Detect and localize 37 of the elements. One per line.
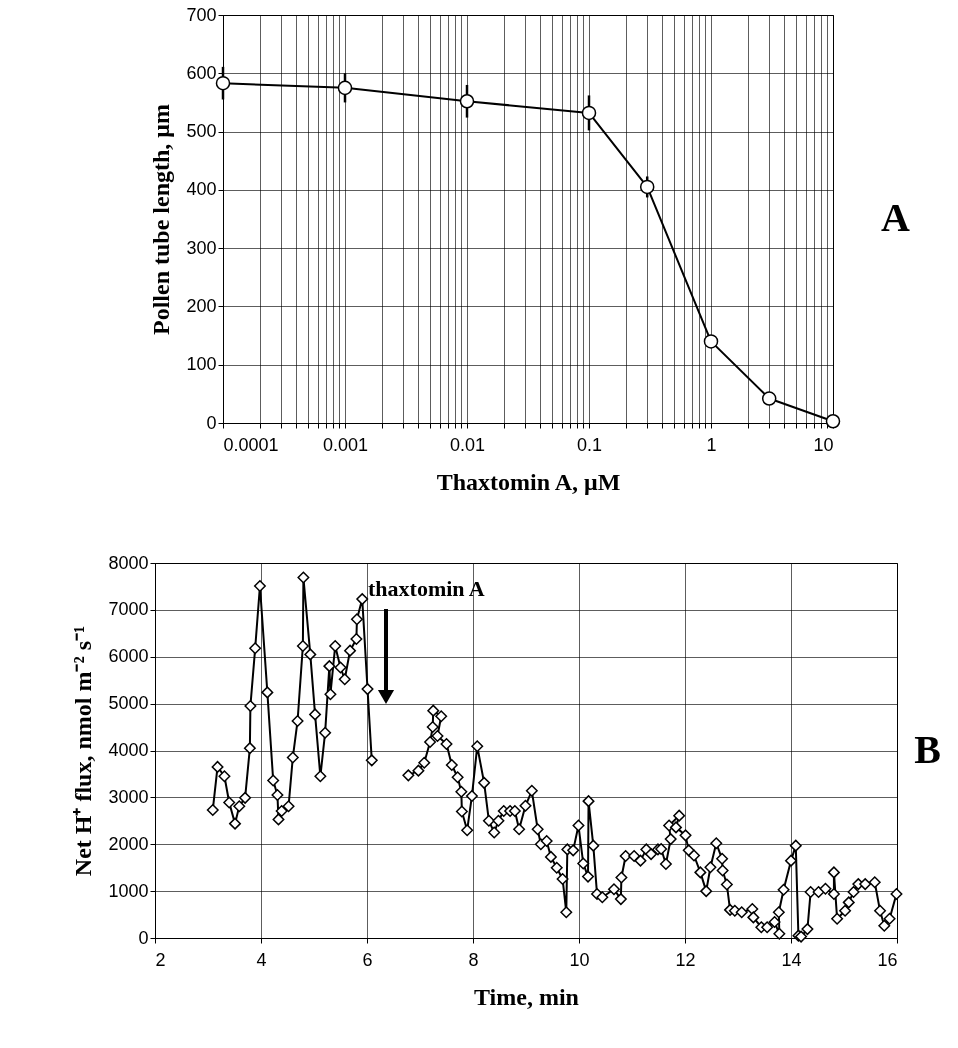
x-tick-label: 12 xyxy=(675,949,696,970)
x-axis-title: Thaxtomin A, μM xyxy=(436,468,621,495)
y-tick-label: 4000 xyxy=(108,740,149,760)
y-tick-label: 5000 xyxy=(108,693,149,714)
y-tick-label: 7000 xyxy=(108,599,149,620)
x-tick-label: 10 xyxy=(813,434,834,455)
y-tick-label: 500 xyxy=(186,121,217,142)
y-tick-label: 200 xyxy=(186,295,217,316)
x-tick-label: 0.01 xyxy=(449,434,486,455)
x-tick-label: 4 xyxy=(256,949,267,970)
y-tick-label: 8000 xyxy=(108,552,149,573)
y-tick-label: 3000 xyxy=(108,786,149,807)
y-tick-label: 100 xyxy=(186,354,217,375)
x-tick-label: 6 xyxy=(362,949,373,970)
x-tick-label: 10 xyxy=(569,949,590,970)
y-tick-label: 400 xyxy=(186,179,217,200)
y-axis-title: Net H⁺ flux, nmol m⁻² s⁻¹ xyxy=(70,625,97,877)
text: A xyxy=(881,195,911,240)
y-tick-label: 600 xyxy=(186,62,217,83)
y-tick-label: 300 xyxy=(186,237,217,258)
x-tick-label: 0.1 xyxy=(576,434,603,455)
x-tick-label: 8 xyxy=(468,949,479,970)
y-tick-label: 1000 xyxy=(108,880,149,901)
y-tick-label: 0 xyxy=(206,412,217,433)
y-tick-label: 0 xyxy=(138,927,149,948)
y-tick-label: 2000 xyxy=(108,833,149,854)
x-tick-label: 2 xyxy=(155,949,166,970)
y-tick-label: 6000 xyxy=(108,646,149,667)
x-tick-label: 16 xyxy=(877,949,898,970)
x-tick-label: 0.001 xyxy=(322,434,369,455)
y-axis-title: Pollen tube length, μm xyxy=(148,104,175,335)
text: B xyxy=(914,726,941,772)
y-tick-label: 700 xyxy=(186,4,217,25)
x-tick-label: 0.0001 xyxy=(223,434,279,455)
x-axis-title: Time, min xyxy=(474,983,579,1010)
x-tick-label: 1 xyxy=(706,434,717,455)
x-tick-label: 14 xyxy=(781,949,802,970)
